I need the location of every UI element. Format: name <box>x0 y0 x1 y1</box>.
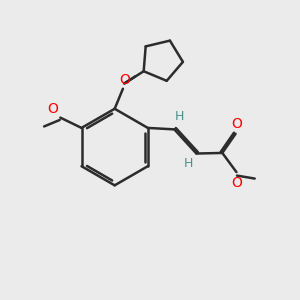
Text: O: O <box>119 73 130 87</box>
Text: H: H <box>175 110 184 124</box>
Text: O: O <box>47 102 58 116</box>
Text: O: O <box>232 117 242 131</box>
Text: H: H <box>184 157 193 170</box>
Text: O: O <box>232 176 242 190</box>
